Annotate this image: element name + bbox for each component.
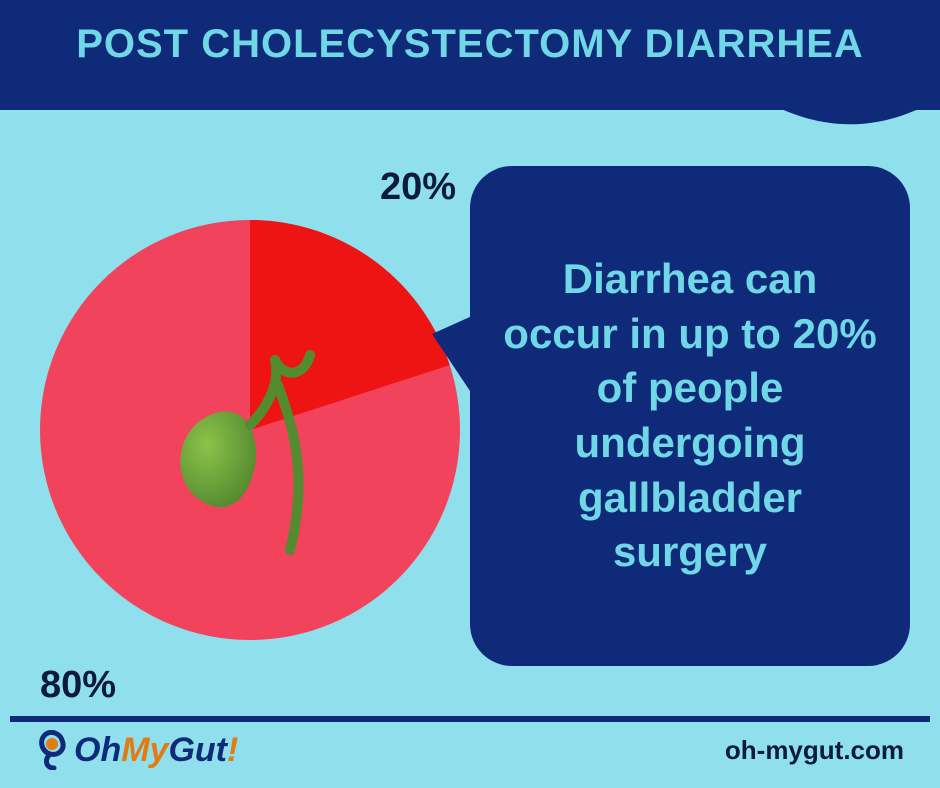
callout-tail <box>432 316 472 394</box>
site-url: oh-mygut.com <box>725 735 904 766</box>
footer-bar: Oh My Gut ! oh-mygut.com <box>10 722 930 778</box>
brand-my: My <box>121 731 168 770</box>
header-bar: POST CHOLECYSTECTOMY DIARRHEA <box>0 0 940 110</box>
brand-gut: Gut <box>168 731 227 770</box>
content-area: 20% 80% Diarrhea can occur in up to 20% … <box>0 140 940 718</box>
gut-icon <box>36 730 70 770</box>
brand-oh: Oh <box>74 731 121 770</box>
page-title: POST CHOLECYSTECTOMY DIARRHEA <box>0 22 940 67</box>
gallbladder-icon <box>160 350 360 570</box>
callout-bubble: Diarrhea can occur in up to 20% of peopl… <box>470 166 910 666</box>
pie-label-80: 80% <box>40 664 116 707</box>
brand-bang: ! <box>227 731 238 770</box>
callout-text: Diarrhea can occur in up to 20% of peopl… <box>500 252 880 580</box>
pie-chart <box>40 220 460 640</box>
brand-logo: Oh My Gut ! <box>36 730 238 770</box>
pie-label-20: 20% <box>380 166 456 209</box>
